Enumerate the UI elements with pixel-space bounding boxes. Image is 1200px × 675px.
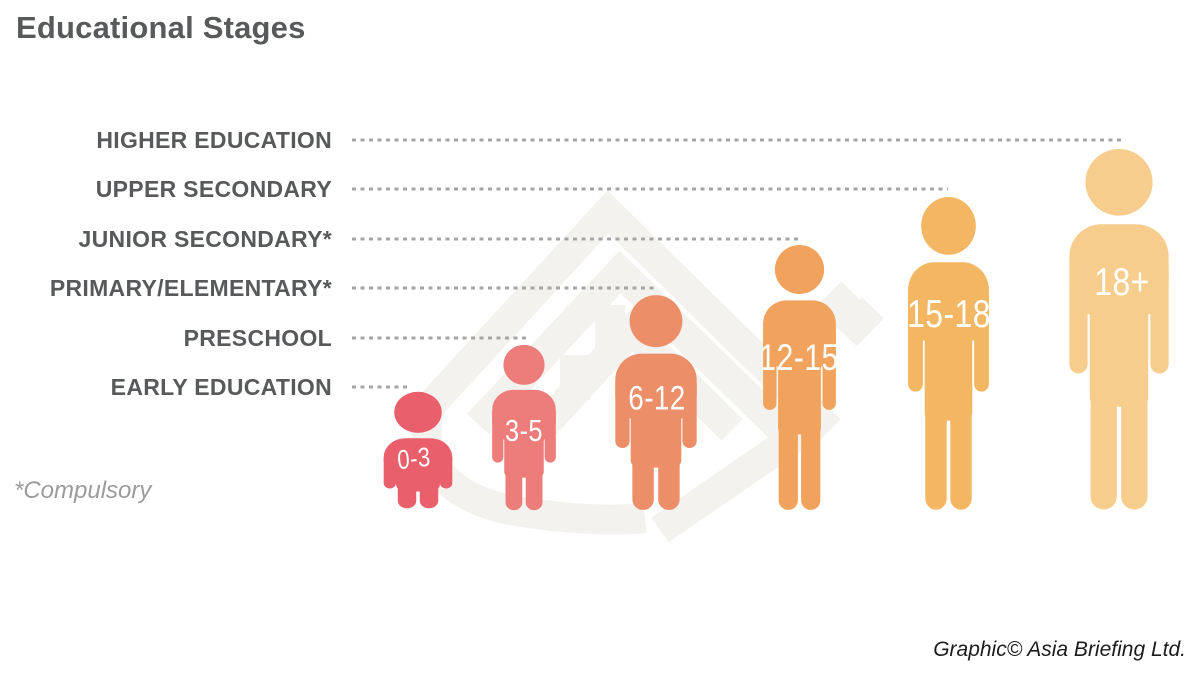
stage-row-early-education: EARLY EDUCATION [0, 373, 332, 401]
figure-age-15-18 [889, 197, 1008, 511]
figure-age-label: 12-15 [759, 337, 839, 378]
stage-label: EARLY EDUCATION [110, 374, 332, 400]
figure-age-label: 15-18 [907, 293, 991, 336]
person-icon [889, 197, 1008, 511]
person-icon [1046, 149, 1192, 511]
leader-lines [352, 138, 1122, 389]
stage-row-upper-secondary: UPPER SECONDARY [0, 175, 332, 203]
compulsory-footnote: *Compulsory [14, 477, 152, 504]
figure-age-label: 18+ [1094, 261, 1150, 304]
figure-age-18plus [1046, 149, 1192, 511]
stage-row-junior-secondary: JUNIOR SECONDARY* [0, 225, 332, 253]
graphic-credit: Graphic© Asia Briefing Ltd. [933, 638, 1186, 661]
stage-row-higher-education: HIGHER EDUCATION [0, 126, 332, 154]
figure-age-label: 0-3 [396, 441, 432, 476]
stage-label: JUNIOR SECONDARY* [78, 226, 332, 252]
stage-row-primary-elementary: PRIMARY/ELEMENTARY* [0, 274, 332, 302]
figure-age-label: 6-12 [628, 379, 686, 418]
stage-label: HIGHER EDUCATION [96, 127, 332, 153]
stage-label: PRIMARY/ELEMENTARY* [49, 275, 332, 301]
stage-label: PRESCHOOL [183, 325, 332, 351]
stage-label: UPPER SECONDARY [95, 176, 332, 202]
stage-row-preschool: PRESCHOOL [0, 324, 332, 352]
figure-age-label: 3-5 [505, 413, 543, 448]
page-title: Educational Stages [16, 10, 306, 45]
